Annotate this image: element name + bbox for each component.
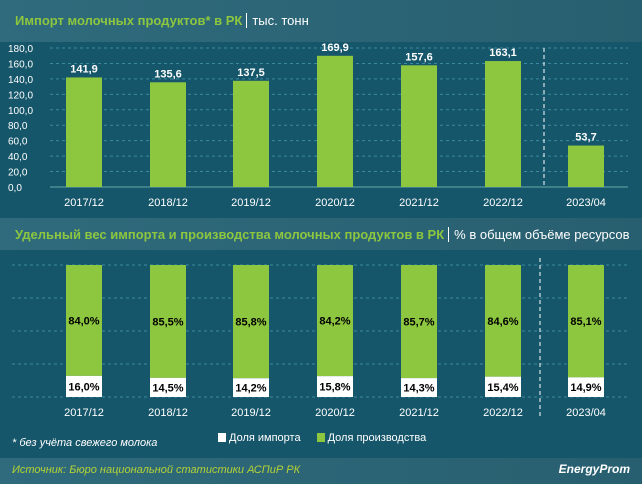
y-tick-label: 100,0 [8,106,33,117]
bar-production [150,265,186,378]
header-band-2 [0,218,642,250]
x-tick-label: 2020/12 [315,197,355,209]
production-label: 84,2% [319,316,350,328]
x-tick-label: 2019/12 [231,197,271,209]
bar-production [66,265,102,376]
bar-production [401,265,437,379]
production-label: 85,8% [235,317,266,329]
data-label: 135,6 [154,68,182,80]
y-tick-label: 20,0 [8,168,28,179]
x-tick-label: 2022/12 [483,197,523,209]
y-tick-label: 0,0 [8,183,22,194]
data-label: 169,9 [321,42,349,54]
import-label: 14,3% [403,383,434,395]
y-tick-label: 180,0 [8,44,33,55]
data-label: 53,7 [575,132,596,144]
x-tick-label: 2018/12 [148,197,188,209]
chart1-title: Импорт молочных продуктов* в РК тыс. тонн [15,13,309,28]
legend-import: Доля импорта [218,432,301,444]
bar-production [568,265,604,378]
bar-import [401,378,437,397]
production-label: 85,5% [152,316,183,328]
y-tick-label: 160,0 [8,59,33,70]
y-tick-label: 120,0 [8,90,33,101]
bar-import [485,376,521,397]
bar-production [317,265,353,377]
header-band [0,0,642,42]
data-label: 141,9 [70,63,98,75]
bar-production [233,265,269,379]
x-tick-label: 2023/04 [566,197,606,209]
x-tick-label: 2021/12 [399,407,439,419]
data-label: 163,1 [489,47,517,59]
bar [401,65,437,187]
x-tick-label: 2020/12 [315,407,355,419]
data-label: 157,6 [405,51,433,63]
production-label: 85,1% [570,316,601,328]
chart2-title-text: Удельный вес импорта и производства моло… [15,227,445,242]
bar [150,82,186,187]
bar-import [150,377,186,397]
legend-swatch-white [218,433,226,442]
bar-import [233,378,269,397]
source: Источник: Бюро национальной статистики А… [12,464,301,476]
legend-import-label: Доля импорта [229,432,301,444]
import-label: 16,0% [68,381,99,393]
chart1-title-text: Импорт молочных продуктов* в РК [15,13,243,28]
x-tick-label: 2021/12 [399,197,439,209]
import-label: 15,8% [319,382,350,394]
y-tick-label: 40,0 [8,152,28,163]
x-tick-label: 2018/12 [148,407,188,419]
legend-production-label: Доля производства [327,432,427,444]
legend-swatch-green [316,433,325,442]
chart2-unit: % в общем объёме ресурсов [448,227,630,242]
x-tick-label: 2017/12 [64,197,104,209]
footnote: * без учёта свежего молока [12,437,158,449]
x-tick-label: 2023/04 [566,407,606,419]
production-label: 85,7% [403,317,434,329]
chart2-title: Удельный вес импорта и производства моло… [15,227,630,242]
y-tick-label: 80,0 [8,121,28,132]
legend-production: Доля производства [316,432,427,444]
y-tick-label: 140,0 [8,75,33,86]
bar [233,80,269,187]
import-label: 15,4% [487,382,518,394]
bar [317,55,353,188]
production-label: 84,0% [68,315,99,327]
import-label: 14,2% [235,383,266,395]
legend: Доля импорта Доля производства [218,432,426,444]
x-tick-label: 2022/12 [483,407,523,419]
import-label: 14,5% [152,382,183,394]
energyprom-logo: EnergyProm [558,462,630,476]
chart1-unit: тыс. тонн [246,13,309,28]
bar [568,145,604,187]
bar-import [66,375,102,397]
production-label: 84,6% [487,316,518,328]
x-tick-label: 2017/12 [64,407,104,419]
x-tick-label: 2019/12 [231,407,271,419]
data-label: 137,5 [237,67,265,79]
bar-production [485,265,521,377]
import-label: 14,9% [570,382,601,394]
bar-import [317,376,353,397]
bar-import [568,377,604,397]
y-tick-label: 60,0 [8,137,28,148]
footer-band [0,458,642,484]
bar [485,61,521,188]
bar [66,77,102,187]
